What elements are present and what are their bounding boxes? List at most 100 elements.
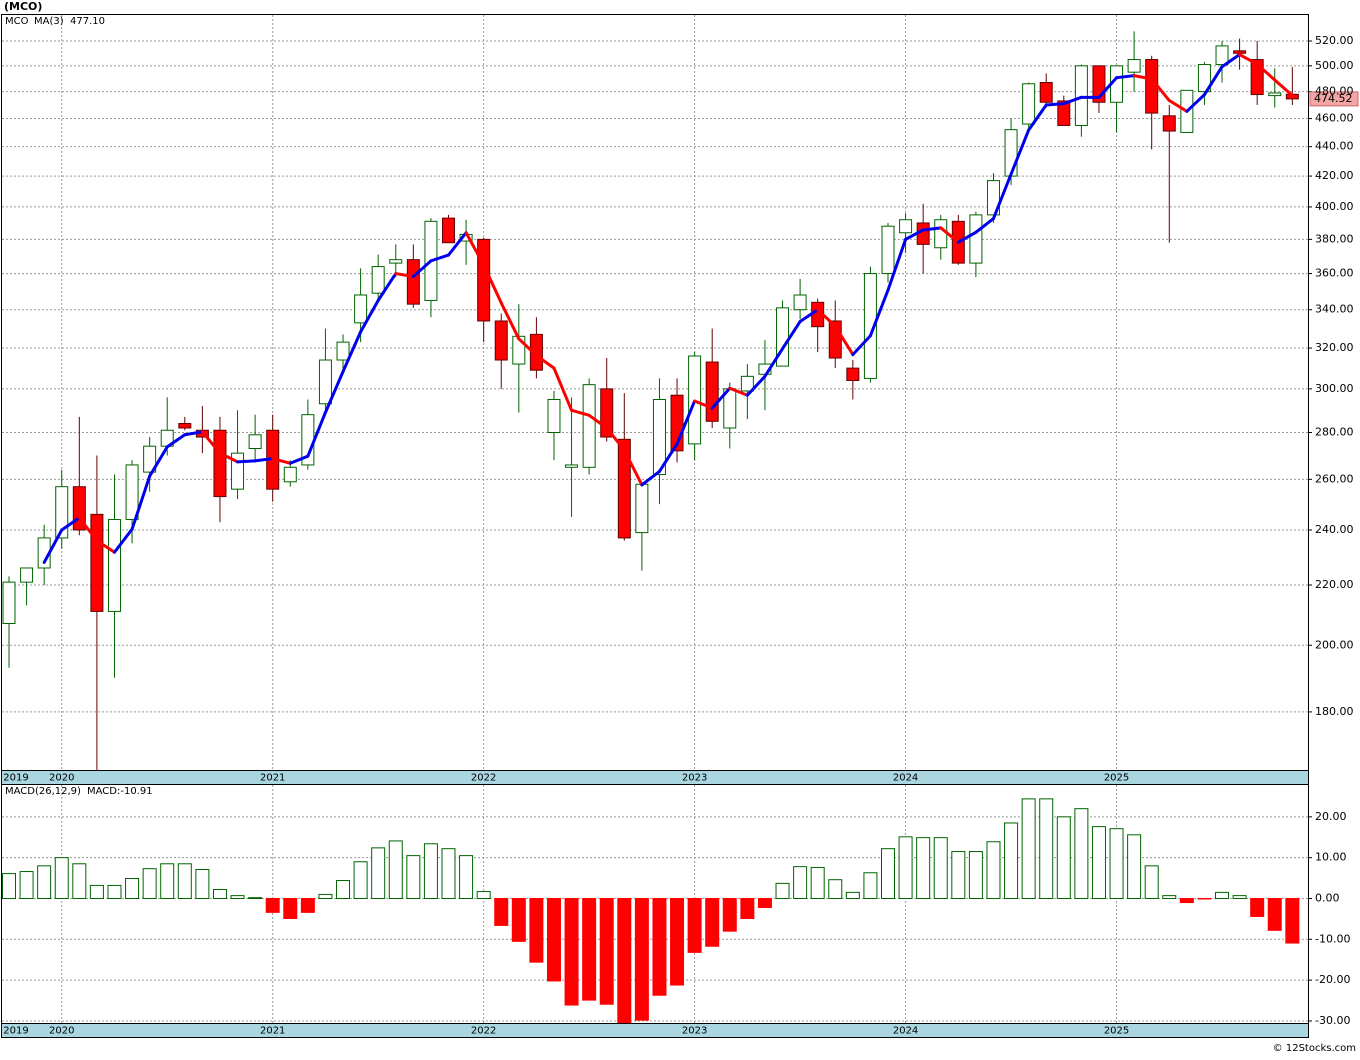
ma-segment bbox=[499, 301, 521, 341]
chart-title: (MCO) bbox=[4, 0, 42, 13]
y-tick-label: 360.00 bbox=[1315, 267, 1354, 280]
ma-segment bbox=[1185, 93, 1206, 113]
ma-segment bbox=[974, 217, 995, 234]
macd-bar bbox=[582, 897, 597, 1001]
macd-bar bbox=[1127, 834, 1142, 899]
ma-segment bbox=[1115, 74, 1136, 80]
candle-body bbox=[881, 225, 895, 275]
macd-bar bbox=[511, 897, 526, 942]
y-tick-label: 380.00 bbox=[1315, 232, 1354, 245]
candle-body bbox=[2, 581, 16, 625]
ma-segment bbox=[306, 410, 327, 458]
candle-body bbox=[793, 294, 807, 311]
macd-bar bbox=[195, 869, 210, 899]
ma-segment bbox=[1255, 62, 1277, 82]
y-tick-label: -30.00 bbox=[1315, 1014, 1350, 1027]
macd-bar bbox=[1091, 826, 1106, 899]
ma-segment bbox=[323, 370, 345, 414]
candle-body bbox=[1233, 50, 1247, 54]
ma-segment bbox=[745, 374, 767, 397]
ma-segment bbox=[1150, 77, 1171, 103]
y-tick-label: 340.00 bbox=[1315, 303, 1354, 316]
candle-body bbox=[565, 464, 579, 468]
candle-body bbox=[1197, 64, 1211, 93]
macd-bar bbox=[529, 897, 544, 963]
macd-bar bbox=[89, 884, 104, 899]
ma-segment bbox=[288, 454, 310, 465]
candle-body bbox=[652, 398, 666, 476]
macd-bar bbox=[423, 843, 438, 899]
macd-bar bbox=[476, 891, 491, 899]
candle-body bbox=[283, 466, 297, 483]
y-tick-label: 180.00 bbox=[1315, 705, 1354, 718]
macd-bar bbox=[828, 879, 843, 899]
macd-title: MACD(26,12,9) bbox=[5, 786, 81, 797]
ma-segment bbox=[605, 426, 626, 452]
macd-value: MACD:-10.91 bbox=[87, 786, 153, 797]
candle-body bbox=[178, 423, 192, 429]
ma-segment bbox=[1044, 102, 1066, 107]
y-tick-label: 500.00 bbox=[1315, 59, 1354, 72]
ma-segment bbox=[534, 353, 556, 370]
macd-bar bbox=[142, 868, 157, 899]
macd-bar bbox=[1267, 897, 1282, 931]
last-price-label: 474.52 bbox=[1314, 92, 1353, 105]
macd-bar bbox=[72, 863, 87, 899]
macd-bar bbox=[898, 836, 913, 899]
macd-bar bbox=[406, 855, 421, 899]
ma-segment bbox=[1273, 78, 1294, 97]
x-tick-label: 2022 bbox=[471, 773, 496, 784]
macd-bar bbox=[1215, 891, 1230, 899]
candle-body bbox=[1022, 83, 1036, 125]
candle-body bbox=[1215, 45, 1229, 66]
macd-bar bbox=[1250, 897, 1265, 917]
macd-bar bbox=[283, 897, 298, 919]
ma-segment bbox=[851, 334, 872, 357]
macd-bar bbox=[687, 897, 702, 953]
ma-segment bbox=[236, 459, 257, 464]
ma-segment bbox=[693, 399, 714, 410]
candle-body bbox=[1268, 92, 1282, 97]
y-tick-label: 20.00 bbox=[1315, 810, 1347, 823]
macd-bar bbox=[19, 871, 34, 899]
candle-body bbox=[406, 259, 420, 305]
macd-bar bbox=[353, 861, 368, 899]
candle-body bbox=[635, 483, 649, 534]
macd-bar bbox=[318, 893, 333, 899]
candle-body bbox=[336, 341, 350, 361]
y-tick-label: 420.00 bbox=[1315, 169, 1354, 182]
macd-bar bbox=[881, 848, 895, 899]
candle-body bbox=[617, 438, 631, 539]
ma-segment bbox=[42, 528, 64, 564]
candle-body bbox=[389, 259, 403, 264]
candle-body bbox=[899, 219, 913, 234]
ma-segment bbox=[394, 272, 415, 279]
y-tick-label: 240.00 bbox=[1315, 523, 1354, 536]
ma-segment bbox=[1132, 74, 1154, 81]
candle-body bbox=[55, 486, 69, 539]
macd-bar bbox=[863, 872, 878, 899]
ma-segment bbox=[781, 320, 802, 351]
candle-body bbox=[213, 429, 227, 498]
ma-segment bbox=[341, 330, 363, 374]
y-tick-label: -20.00 bbox=[1315, 973, 1350, 986]
macd-bar bbox=[494, 897, 509, 926]
ma-segment bbox=[183, 430, 204, 437]
ma-segment bbox=[359, 298, 380, 334]
macd-bar bbox=[617, 897, 632, 1024]
legend-ma-value: 477.10 bbox=[70, 16, 105, 27]
macd-bar bbox=[757, 897, 772, 908]
macd-bar bbox=[916, 837, 931, 899]
ma-segment bbox=[200, 430, 222, 455]
ma-segment bbox=[921, 226, 943, 232]
ma-segment bbox=[1009, 128, 1031, 176]
macd-bar bbox=[336, 880, 351, 899]
macd-bar bbox=[775, 882, 790, 899]
ma-segment bbox=[710, 386, 732, 410]
y-tick-label: 520.00 bbox=[1315, 34, 1354, 47]
macd-bar bbox=[810, 866, 825, 899]
ma-segment bbox=[429, 253, 450, 263]
x-tick-label: 2024 bbox=[893, 773, 918, 784]
candle-body bbox=[442, 217, 455, 244]
